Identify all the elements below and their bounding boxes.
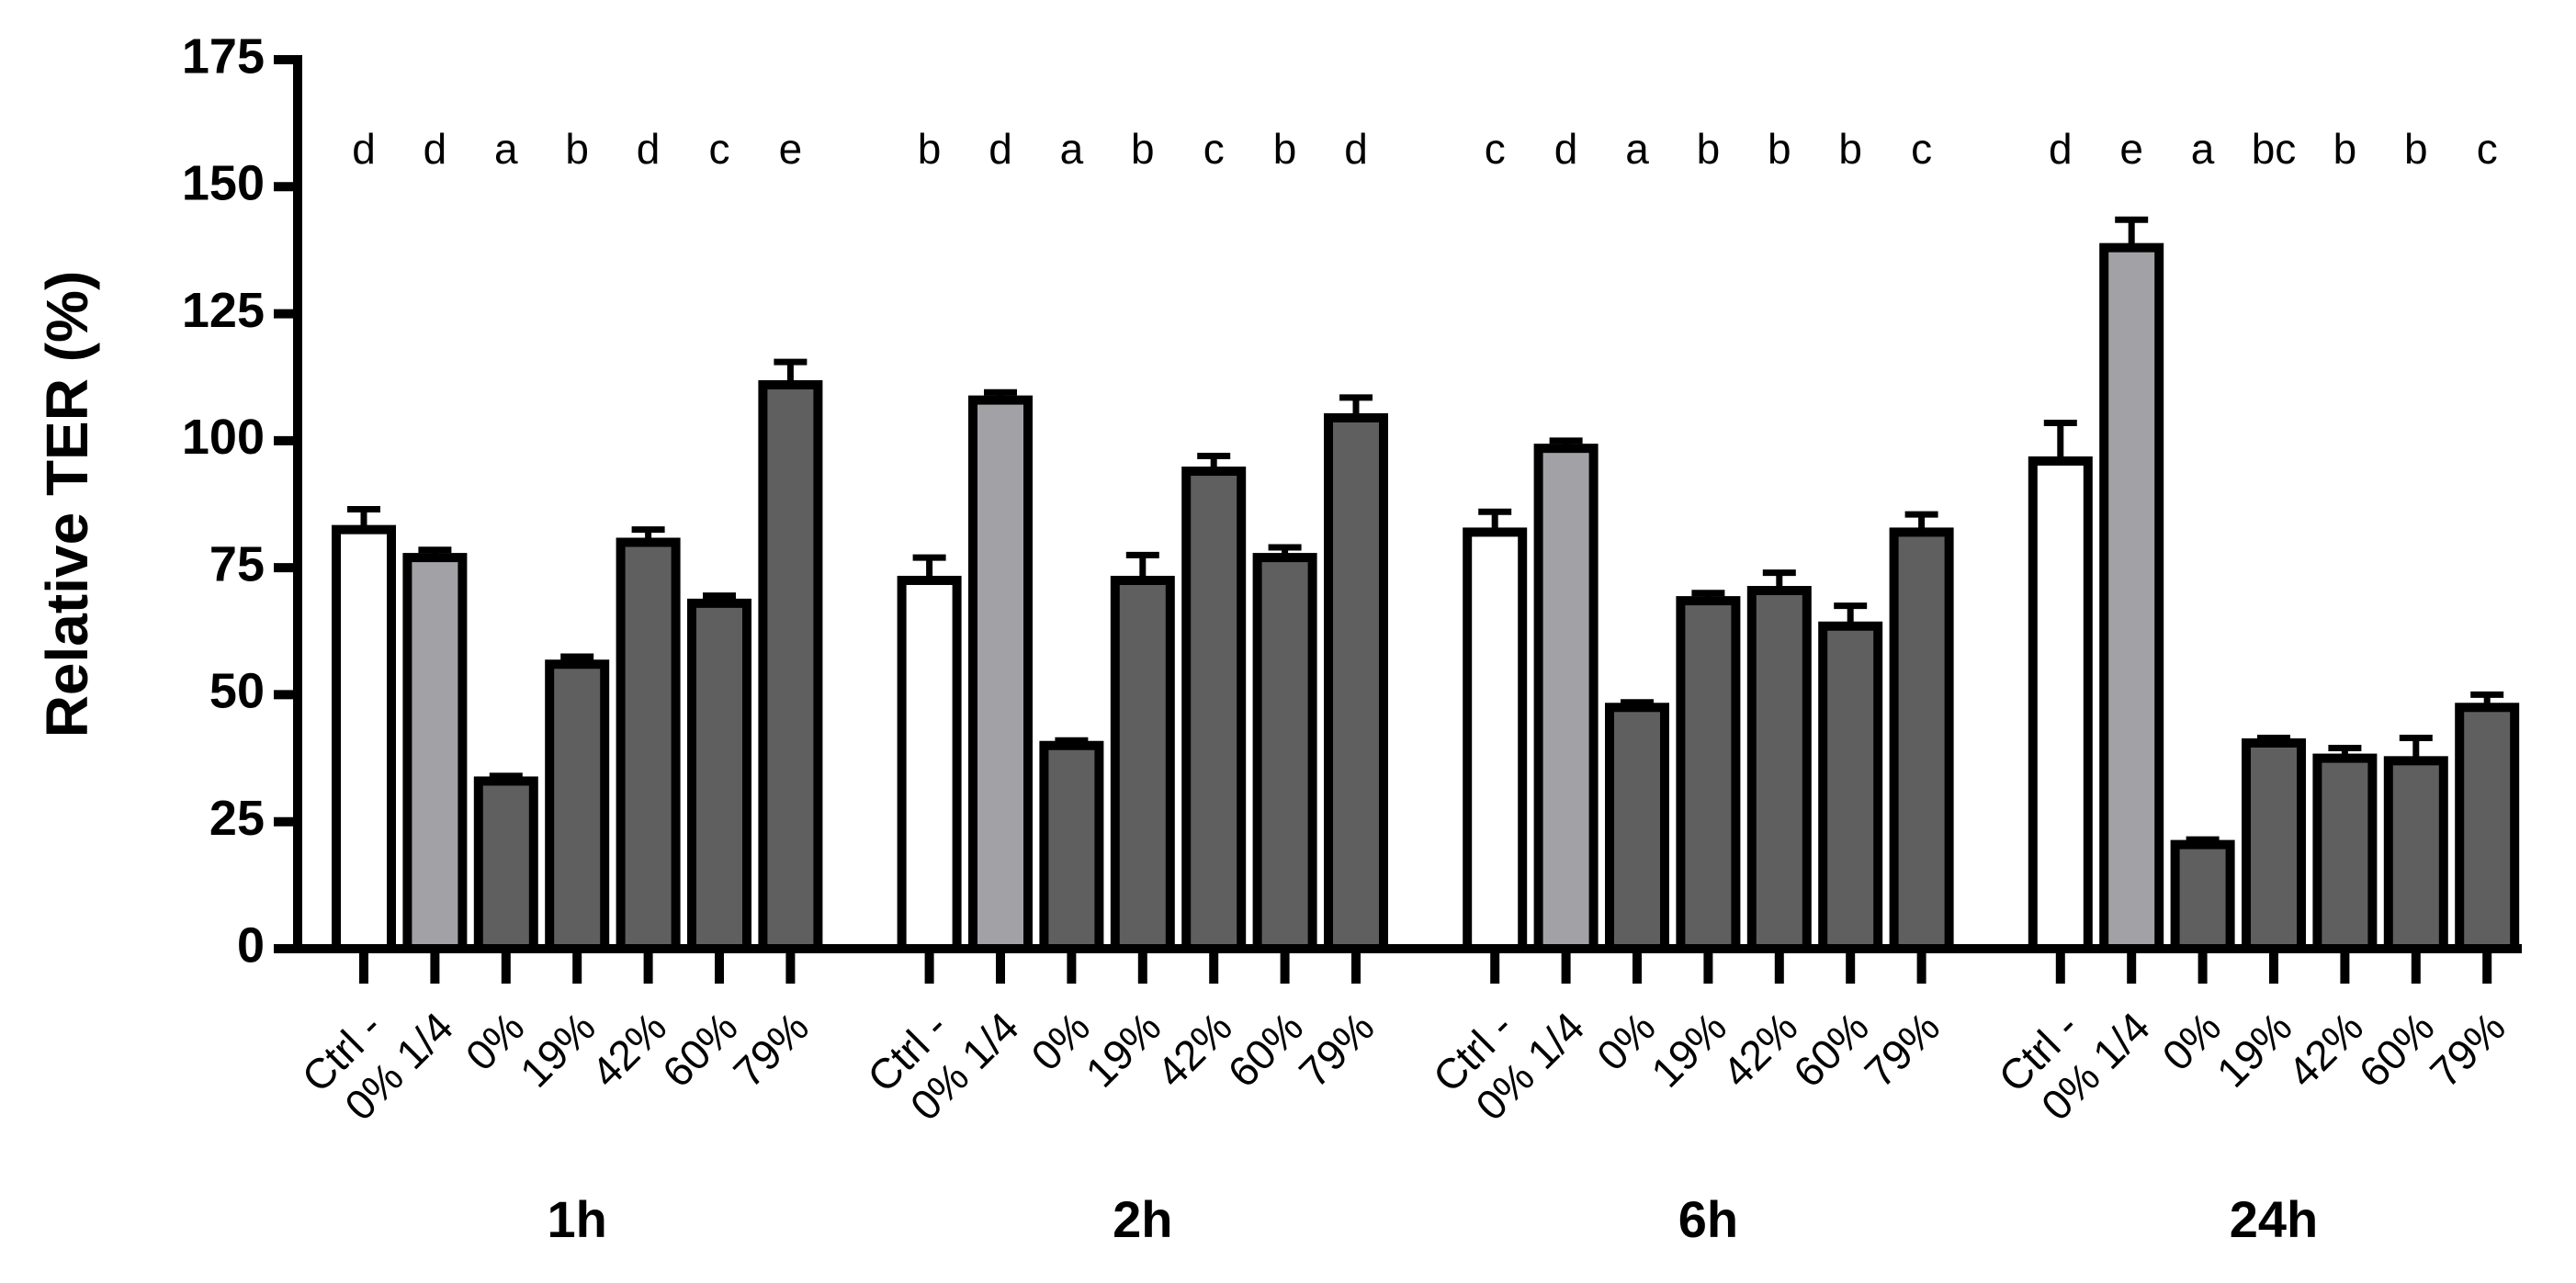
bar [1252,553,1317,954]
significance-letter: b [565,125,589,173]
significance-letter: a [2191,125,2215,173]
bar [1676,596,1741,954]
y-tick-label: 150 [182,156,265,211]
y-axis-label: Relative TER (%) [34,271,100,738]
x-tick-label: 19% [1642,1003,1735,1097]
y-tick-label: 100 [182,410,265,465]
significance-letter: c [1911,125,1932,173]
significance-letter: c [2477,125,2498,173]
bar [2099,242,2164,954]
bar [1324,412,1388,954]
bar [1463,527,1528,953]
x-tick-label: 79% [2421,1003,2514,1097]
y-tick-label: 125 [182,283,265,338]
significance-letter: b [918,125,942,173]
significance-letter: c [709,125,730,173]
x-tick-label: 42% [1713,1003,1807,1097]
significance-letter: d [2049,125,2073,173]
group-label: 6h [1678,1190,1738,1248]
significance-letter: b [2333,125,2357,173]
significance-letter: bc [2252,125,2297,173]
bar [402,553,468,954]
significance-letter: a [1625,125,1649,173]
bar [968,395,1033,953]
bar [1533,444,1599,953]
x-tick-label: 19% [1077,1003,1170,1097]
significance-letter: c [1485,125,1506,173]
x-tick-label: 19% [2208,1003,2301,1097]
bar [1889,527,1954,953]
significance-letter: b [1768,125,1791,173]
bar [1605,703,1669,953]
x-tick-label: 42% [1147,1003,1241,1097]
significance-letter: d [989,125,1012,173]
significance-letter: b [1273,125,1297,173]
x-tick-label: 42% [582,1003,675,1097]
x-tick-label: 19% [511,1003,604,1097]
bar [2312,753,2378,953]
x-tick-label: 42% [2278,1003,2372,1097]
x-tick-label: 79% [1855,1003,1949,1097]
group-label: 1h [548,1190,607,1248]
significance-letter: b [1838,125,1862,173]
bar [1746,586,1812,954]
bar [1818,621,1883,953]
significance-letter: e [2119,125,2143,173]
significance-letter: c [1203,125,1225,173]
significance-letter: b [2404,125,2428,173]
bar [545,659,610,953]
bar [332,524,396,954]
significance-letter: b [1697,125,1721,173]
significance-letter: d [1344,125,1368,173]
significance-letter: b [1131,125,1155,173]
y-tick-label: 25 [209,791,265,846]
significance-letter: a [1060,125,1084,173]
bar [1110,575,1175,953]
significance-letter: d [637,125,661,173]
y-tick-label: 0 [237,917,265,973]
bar [758,380,823,953]
bar [2455,703,2520,953]
y-tick-label: 75 [209,536,265,591]
y-tick-label: 175 [182,28,265,84]
x-tick-label: 60% [2350,1003,2444,1097]
bar [616,537,681,953]
bar [897,575,962,953]
significance-letter: d [1554,125,1578,173]
significance-letter: e [779,125,803,173]
significance-letter: d [352,125,376,173]
group-label: 24h [2230,1190,2319,1248]
y-tick-label: 50 [209,664,265,719]
significance-letter: a [494,125,518,173]
x-tick-label: 60% [1784,1003,1878,1097]
bar [687,598,751,953]
x-tick-label: 60% [1218,1003,1312,1097]
significance-letter: d [424,125,447,173]
bar [2028,456,2093,953]
bar [2242,737,2306,954]
x-tick-label: 79% [724,1003,818,1097]
bar [2170,839,2235,953]
bar [2383,756,2448,954]
bar [1181,467,1247,953]
group-label: 2h [1113,1190,1172,1248]
bar [473,776,538,953]
x-tick-label: 79% [1290,1003,1384,1097]
bar [1039,740,1104,953]
x-tick-label: 60% [653,1003,747,1097]
